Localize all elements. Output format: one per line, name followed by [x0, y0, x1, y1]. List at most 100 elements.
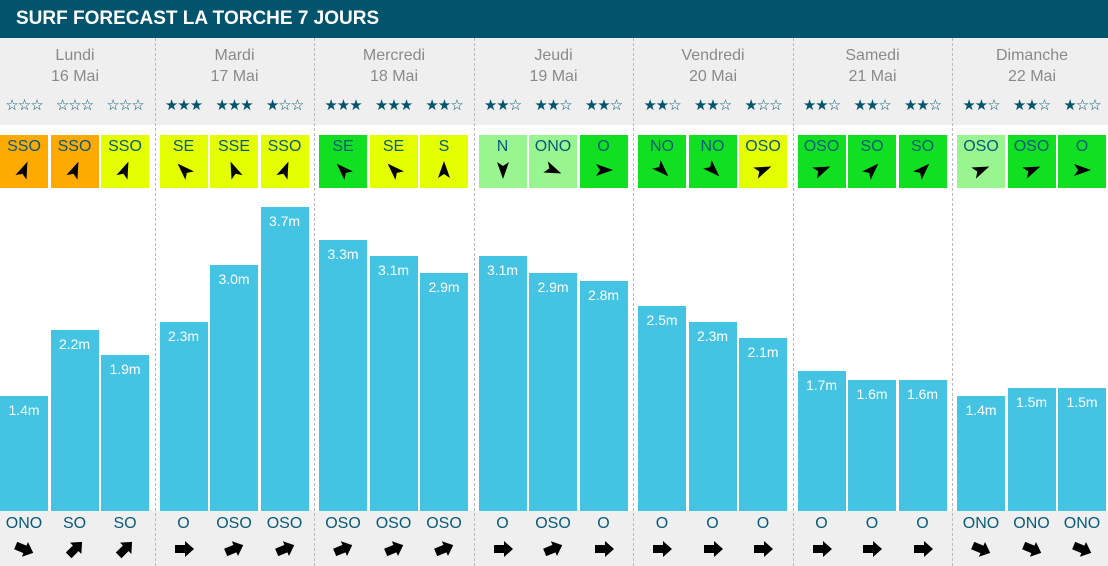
wind-direction-label: SE	[172, 138, 195, 155]
wind-box[interactable]: S	[420, 135, 468, 188]
wave-height-bar[interactable]: 2.9m	[420, 272, 468, 511]
wind-box[interactable]: O	[579, 135, 628, 188]
wind-box[interactable]: N	[478, 135, 527, 188]
wind-box[interactable]: OSO	[957, 135, 1005, 188]
star-empty-icon: ☆	[118, 97, 132, 114]
wind-arrow-icon	[848, 160, 896, 180]
swell-direction-label: OSO	[375, 515, 412, 532]
wind-box[interactable]: SSO	[50, 135, 99, 188]
wind-box[interactable]: SSO	[0, 135, 48, 188]
wind-box[interactable]: OSO	[797, 135, 846, 188]
wave-height-bar[interactable]: 2.1m	[739, 338, 787, 511]
star-filled-icon: ★	[706, 97, 719, 114]
wave-height-bar[interactable]: 2.3m	[159, 322, 208, 511]
star-filled-icon: ★	[215, 97, 228, 114]
wind-box[interactable]: OSO	[1007, 135, 1056, 188]
swell-arrow-icon	[637, 538, 687, 560]
star-filled-icon: ★	[802, 97, 816, 114]
wind-arrow-icon	[0, 160, 48, 180]
day-column: Vendredi 20 Mai ★★☆ NO 2.5m O ★★☆ NO 2.3m O ★☆☆ OSO…	[638, 38, 788, 566]
star-filled-icon: ★	[349, 97, 362, 114]
star-filled-icon: ★	[903, 97, 917, 114]
wave-height-bar[interactable]: 1.6m	[848, 379, 896, 511]
star-empty-icon: ☆	[769, 97, 782, 114]
wave-height-label: 2.3m	[696, 328, 729, 345]
day-date: 20 Mai	[688, 68, 738, 85]
swell-arrow-icon	[478, 538, 528, 560]
wind-arrow-icon	[899, 160, 947, 180]
star-rating: ★☆☆	[260, 96, 310, 114]
wind-box[interactable]: NO	[638, 135, 686, 188]
wave-height-bar[interactable]: 1.5m	[1007, 387, 1056, 511]
swell-arrow-icon	[260, 538, 310, 560]
wind-direction-label: N	[496, 138, 509, 155]
wind-box[interactable]: SE	[369, 135, 418, 188]
wind-box[interactable]: OSO	[739, 135, 787, 188]
wind-box[interactable]: NO	[688, 135, 737, 188]
star-filled-icon: ★	[815, 97, 828, 114]
wave-height-label: 2.3m	[167, 328, 200, 345]
wind-direction-label: SSO	[7, 138, 41, 155]
wave-height-bar[interactable]: 3.3m	[319, 239, 367, 511]
day-name: Dimanche	[995, 47, 1069, 64]
wind-box[interactable]: SSE	[210, 135, 258, 188]
star-filled-icon: ★	[597, 97, 610, 114]
swell-arrow-icon	[956, 538, 1006, 560]
wave-height-bar[interactable]: 1.9m	[101, 354, 149, 511]
wave-height-bar[interactable]: 2.3m	[688, 322, 737, 511]
wave-height-bar[interactable]: 3.1m	[369, 256, 418, 511]
day-separator	[154, 38, 156, 566]
wind-box[interactable]: SE	[319, 135, 367, 188]
wind-box[interactable]: SO	[848, 135, 896, 188]
wind-box[interactable]: O	[1058, 135, 1106, 188]
swell-direction-label: O	[916, 515, 929, 532]
wave-height-bar[interactable]: 1.4m	[0, 395, 48, 511]
wave-height-bar[interactable]: 2.9m	[529, 272, 577, 511]
star-rating: ★★☆	[898, 96, 948, 114]
swell-arrow-icon	[688, 538, 738, 560]
star-filled-icon: ★	[240, 97, 253, 114]
star-filled-icon: ★	[916, 97, 929, 114]
swell-arrow-icon	[209, 538, 259, 560]
wind-box[interactable]: SE	[159, 135, 208, 188]
star-filled-icon: ★	[534, 97, 547, 114]
day-name: Mercredi	[362, 47, 426, 64]
wave-height-label: 3.1m	[486, 262, 519, 279]
wind-arrow-icon	[638, 160, 686, 180]
wind-arrow-icon	[261, 160, 309, 180]
day-date: 18 Mai	[369, 68, 419, 85]
swell-direction-label: O	[655, 515, 669, 532]
star-empty-icon: ☆	[290, 97, 304, 114]
wave-height-label: 3.7m	[268, 213, 301, 229]
star-filled-icon: ★	[853, 97, 866, 114]
star-rating: ★★☆	[579, 96, 629, 114]
wave-height-bar[interactable]: 2.5m	[638, 305, 686, 511]
day-column: Dimanche 22 Mai ★★☆ OSO 1.4m ONO ★★☆ OSO 1.5m ONO…	[957, 38, 1107, 566]
day-column: Jeudi 19 Mai ★★☆ N 3.1m O ★★☆ ONO 2.9m OSO ★★☆ O 2.8…	[478, 38, 629, 566]
wind-arrow-icon	[210, 160, 258, 180]
wind-box[interactable]: ONO	[529, 135, 577, 188]
star-rating: ★★☆	[797, 96, 847, 114]
wave-height-bar[interactable]: 1.4m	[957, 395, 1005, 511]
wind-arrow-icon	[479, 160, 527, 180]
star-rating: ★★☆	[528, 96, 578, 114]
wave-height-bar[interactable]: 3.0m	[210, 264, 258, 511]
wave-height-bar[interactable]: 1.5m	[1058, 387, 1106, 511]
wind-box[interactable]: SO	[898, 135, 947, 188]
star-rating: ★★☆	[637, 96, 687, 114]
star-empty-icon: ☆	[668, 97, 681, 114]
wave-height-label: 1.6m	[906, 385, 939, 402]
wind-box[interactable]: SSO	[101, 135, 149, 188]
wave-height-bar[interactable]: 2.2m	[50, 330, 99, 511]
star-empty-icon: ☆	[508, 97, 522, 114]
wave-height-bar[interactable]: 1.7m	[797, 371, 846, 511]
wave-height-bar[interactable]: 2.8m	[579, 280, 628, 511]
wind-box[interactable]: SSO	[260, 135, 309, 188]
swell-arrow-icon	[528, 538, 578, 560]
wave-height-bar[interactable]: 3.1m	[478, 256, 527, 511]
star-rating: ★☆☆	[1057, 96, 1107, 114]
star-rating: ☆☆☆	[100, 96, 150, 114]
wave-height-bar[interactable]: 3.7m	[260, 207, 309, 511]
wind-direction-label: SO	[910, 138, 935, 155]
wave-height-bar[interactable]: 1.6m	[898, 379, 947, 511]
